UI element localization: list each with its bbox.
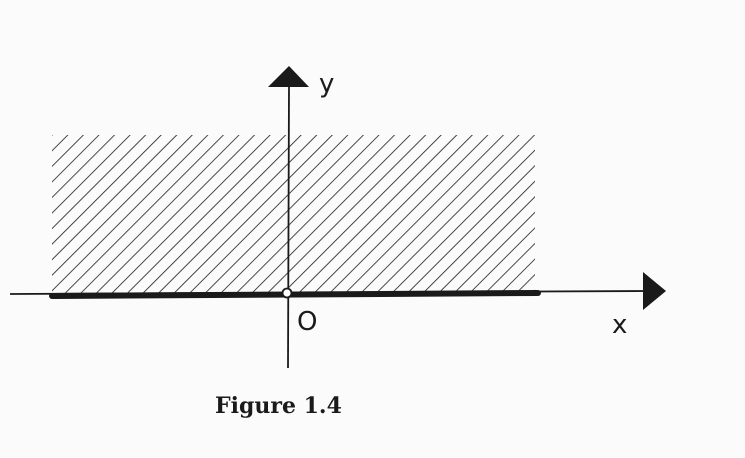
y-axis-arrow-icon	[268, 66, 309, 87]
origin-marker	[281, 287, 293, 299]
origin-label: O	[297, 307, 317, 337]
x-axis-label: x	[612, 310, 627, 340]
x-axis-arrow-icon	[643, 272, 666, 310]
y-axis-label: y	[319, 69, 334, 99]
figure-caption: Figure 1.4	[215, 393, 342, 419]
y-axis	[287, 85, 290, 369]
shaded-region	[52, 135, 535, 295]
boundary-line	[49, 290, 541, 299]
